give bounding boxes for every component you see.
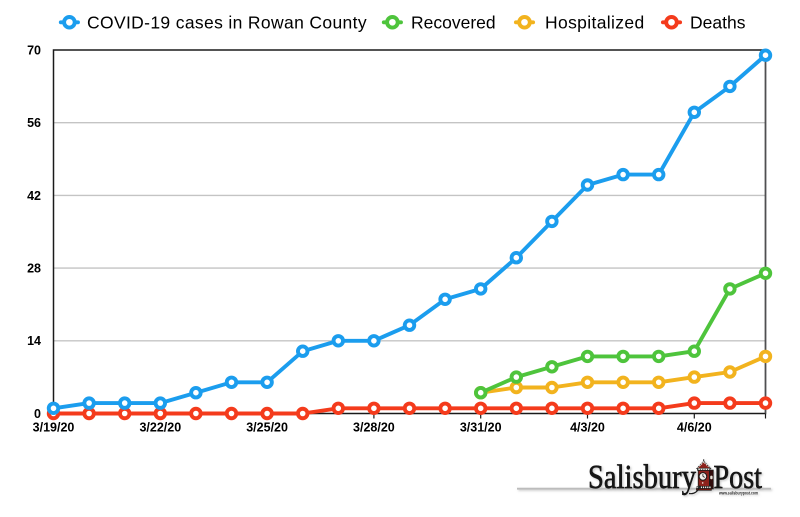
svg-text:Salisbury: Salisbury [588, 459, 696, 496]
svg-text:14: 14 [27, 334, 41, 348]
svg-text:70: 70 [27, 43, 41, 57]
svg-text:42: 42 [27, 189, 41, 203]
svg-text:3/22/20: 3/22/20 [139, 421, 181, 435]
svg-text:3/31/20: 3/31/20 [460, 421, 502, 435]
svg-text:3/28/20: 3/28/20 [353, 421, 395, 435]
svg-text:Post: Post [714, 459, 763, 496]
svg-text:0: 0 [34, 407, 41, 421]
svg-text:Hospitalized: Hospitalized [545, 12, 645, 32]
svg-text:www.salisburypost.com: www.salisburypost.com [718, 491, 758, 496]
svg-text:4/6/20: 4/6/20 [677, 421, 712, 435]
svg-text:56: 56 [27, 116, 41, 130]
svg-text:Recovered: Recovered [411, 12, 496, 32]
svg-text:3/25/20: 3/25/20 [246, 421, 288, 435]
svg-text:28: 28 [27, 262, 41, 276]
svg-text:3/19/20: 3/19/20 [33, 421, 75, 435]
svg-text:COVID-19 cases in Rowan County: COVID-19 cases in Rowan County [87, 12, 367, 32]
svg-text:4/3/20: 4/3/20 [570, 421, 605, 435]
svg-text:Deaths: Deaths [690, 12, 746, 32]
